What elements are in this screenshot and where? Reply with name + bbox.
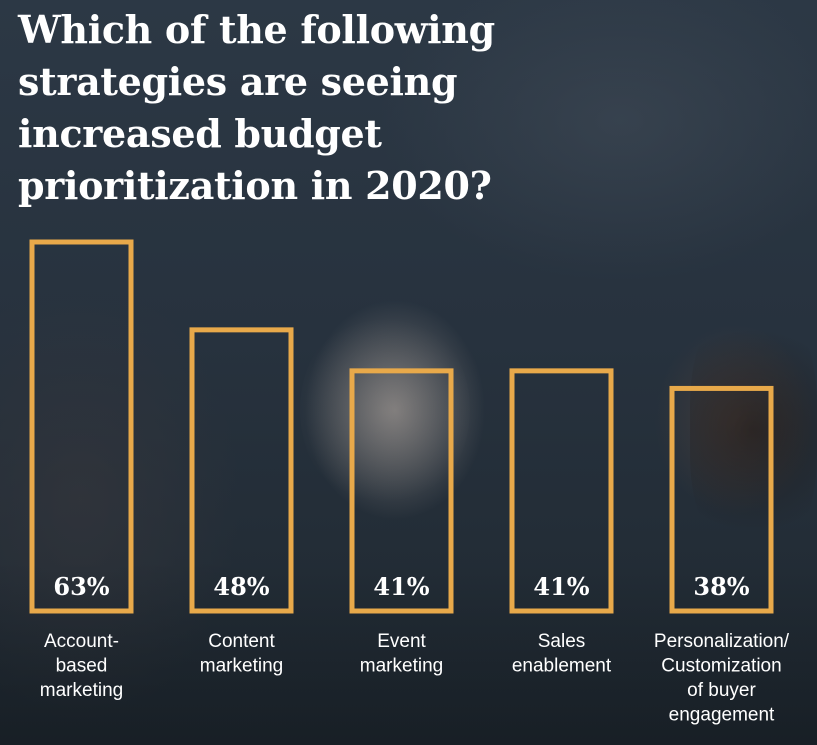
chart-title: Which of the following strategies are se… <box>18 7 495 208</box>
category-label-5: Personalization/Customization of buyer eng… <box>654 631 790 726</box>
category-label-4: Sales enablement <box>512 631 612 677</box>
category-label-3: Event marketing <box>360 631 443 677</box>
value-label-3: 41% <box>373 572 429 601</box>
value-label-1: 63% <box>53 572 109 601</box>
category-label-1: Account-based marketing <box>40 631 123 701</box>
value-label-2: 48% <box>213 572 269 601</box>
bar-1 <box>29 239 134 614</box>
value-label-4: 41% <box>533 572 589 601</box>
category-label-2: Content marketing <box>200 631 283 677</box>
bar-5 <box>669 385 774 614</box>
value-label-5: 38% <box>693 572 749 601</box>
bar-2 <box>189 327 294 614</box>
bar-3 <box>349 368 454 614</box>
bar-4 <box>509 368 614 614</box>
